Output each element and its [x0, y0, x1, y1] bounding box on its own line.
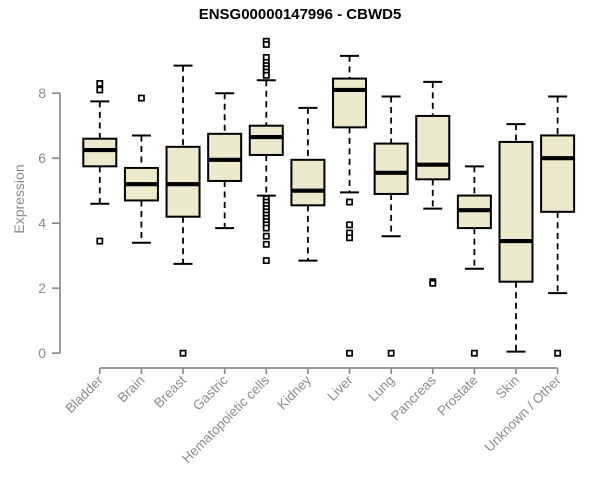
x-tick-label-unknown-other: Unknown / Other — [482, 372, 565, 455]
x-tick-label-pancreas: Pancreas — [388, 372, 439, 423]
x-tick-label-lung: Lung — [365, 373, 397, 405]
x-tick-label-prostate: Prostate — [434, 373, 480, 419]
outlier-breast — [179, 349, 187, 357]
outlier-hematopoietic-cells — [262, 232, 270, 240]
outlier-lung — [387, 349, 395, 357]
outlier-bladder — [96, 86, 104, 94]
box-gastric — [207, 132, 243, 182]
boxplot-series — [82, 37, 576, 357]
x-tick-label-gastric: Gastric — [190, 372, 231, 413]
outlier-liver — [346, 234, 353, 242]
x-tick-label-breast: Breast — [151, 372, 189, 410]
outlier-hematopoietic-cells — [262, 257, 270, 265]
outlier-brain — [137, 94, 145, 102]
box-lung — [373, 142, 409, 195]
outlier-hematopoietic-cells — [262, 71, 270, 79]
box-hematopoietic-cells — [248, 124, 284, 156]
box-pancreas — [415, 114, 451, 181]
x-tick-label-skin: Skin — [493, 373, 522, 402]
x-tick-label-kidney: Kidney — [274, 372, 314, 412]
x-tick-label-brain: Brain — [115, 373, 148, 406]
box-skin — [498, 140, 534, 283]
box-liver — [332, 77, 368, 129]
box-unknown-other — [540, 134, 576, 213]
outlier-pancreas — [429, 279, 437, 287]
y-tick-label-4: 4 — [38, 215, 46, 231]
chart-title: ENSG00000147996 - CBWD5 — [198, 6, 402, 23]
outlier-hematopoietic-cells — [262, 240, 270, 248]
y-tick-label-6: 6 — [38, 150, 46, 166]
x-tick-label-liver: Liver — [324, 372, 356, 404]
box-kidney — [290, 158, 326, 207]
outlier-liver — [346, 221, 353, 229]
x-tick-label-bladder: Bladder — [62, 372, 106, 416]
y-tick-label-2: 2 — [38, 280, 46, 296]
outlier-bladder — [96, 237, 104, 245]
box-bladder — [82, 137, 118, 168]
outlier-hematopoietic-cells — [262, 224, 270, 232]
outlier-unknown-other — [554, 349, 562, 357]
outlier-hematopoietic-cells — [262, 40, 270, 48]
outlier-liver — [346, 349, 353, 357]
outlier-liver — [346, 198, 353, 206]
outlier-prostate — [470, 349, 478, 357]
y-tick-label-0: 0 — [38, 345, 46, 361]
outlier-bladder — [96, 79, 104, 87]
box-breast — [165, 145, 201, 218]
y-tick-label-8: 8 — [38, 85, 46, 101]
